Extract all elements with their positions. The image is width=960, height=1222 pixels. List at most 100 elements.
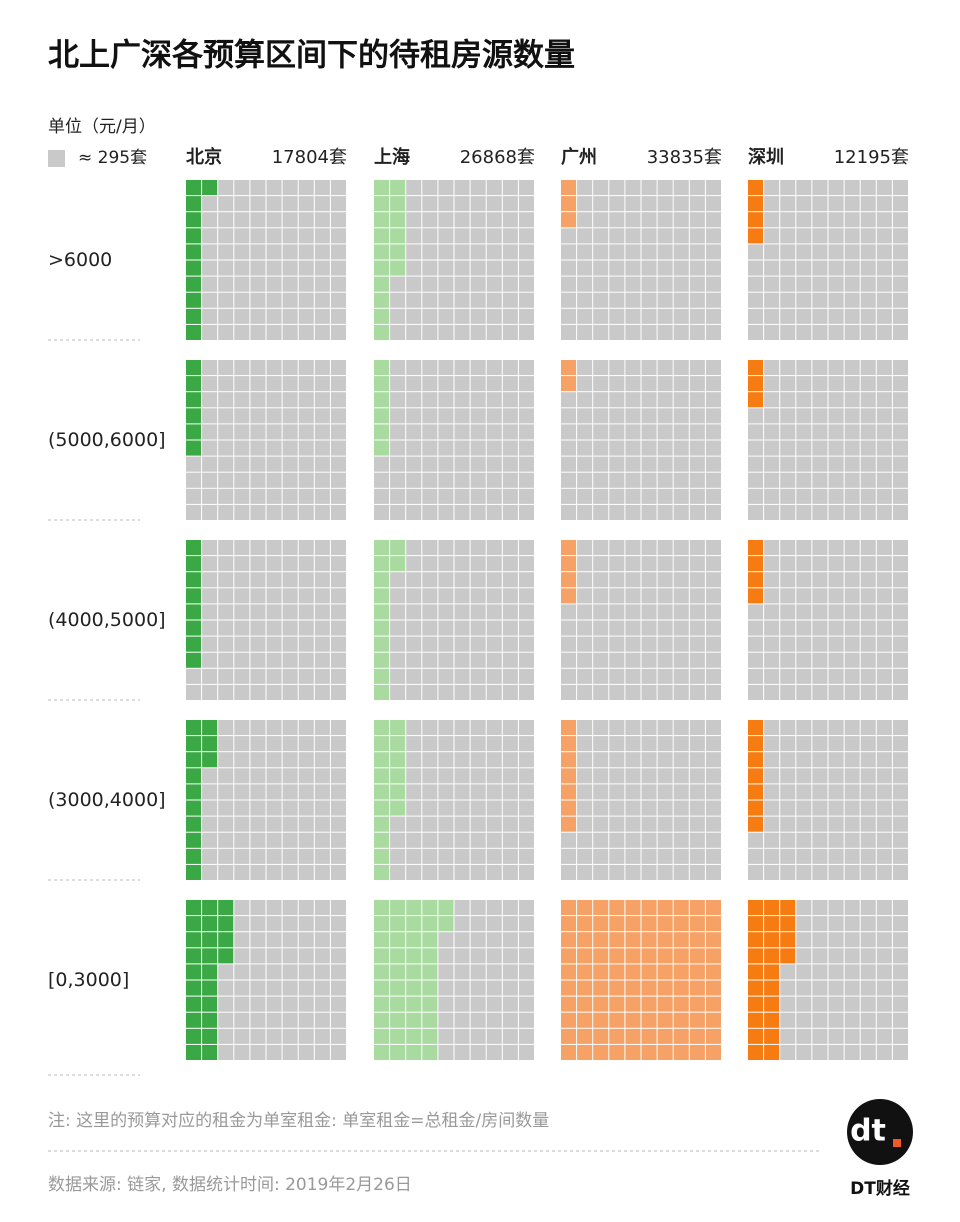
waffle-cell: [673, 196, 689, 212]
waffle-cell: [593, 260, 609, 276]
waffle-cell: [422, 308, 438, 324]
waffle-cell: [780, 1028, 796, 1044]
waffle-cell: [673, 604, 689, 620]
waffle-cell: [250, 244, 266, 260]
waffle-cell: [860, 260, 876, 276]
waffle-cell: [422, 752, 438, 768]
waffle-cell: [502, 996, 518, 1012]
waffle-cell: [390, 244, 406, 260]
waffle-cell: [892, 376, 908, 392]
waffle-cell: [266, 816, 282, 832]
waffle-cell: [641, 228, 657, 244]
waffle-cell: [844, 472, 860, 488]
waffle-cell: [625, 964, 641, 980]
waffle-cell: [406, 864, 422, 880]
waffle-cell: [812, 980, 828, 996]
waffle-cell: [705, 900, 721, 916]
waffle-cell: [625, 948, 641, 964]
waffle-cell: [625, 636, 641, 652]
waffle-cell: [860, 456, 876, 472]
waffle-cell: [748, 276, 764, 292]
waffle-cell: [764, 556, 780, 572]
waffle-cell: [796, 668, 812, 684]
waffle-cell: [438, 668, 454, 684]
waffle-cell: [266, 408, 282, 424]
waffle-cell: [314, 408, 330, 424]
waffle-cell: [876, 720, 892, 736]
waffle-cell: [780, 832, 796, 848]
waffle-cell: [812, 768, 828, 784]
waffle-cell: [748, 980, 764, 996]
waffle-cell: [470, 540, 486, 556]
waffle-cell: [812, 736, 828, 752]
waffle-cell: [625, 784, 641, 800]
waffle-cell: [844, 816, 860, 832]
waffle-cell: [470, 832, 486, 848]
waffle-cell: [689, 588, 705, 604]
waffle-cell: [561, 292, 577, 308]
waffle-cell: [202, 800, 218, 816]
waffle-cell: [641, 948, 657, 964]
waffle-cell: [266, 980, 282, 996]
waffle-cell: [780, 604, 796, 620]
waffle-cell: [593, 324, 609, 340]
waffle-cell: [625, 996, 641, 1012]
waffle-cell: [812, 392, 828, 408]
waffle-cell: [282, 424, 298, 440]
waffle-cell: [250, 752, 266, 768]
waffle-cell: [609, 816, 625, 832]
waffle-cell: [502, 784, 518, 800]
waffle-cell: [486, 668, 502, 684]
waffle-cell: [282, 864, 298, 880]
waffle-cell: [518, 948, 534, 964]
waffle-cell: [860, 900, 876, 916]
waffle-cell: [657, 964, 673, 980]
waffle-cell: [282, 832, 298, 848]
waffle-cell: [186, 360, 202, 376]
waffle-cell: [234, 752, 250, 768]
waffle-cell: [330, 996, 346, 1012]
waffle-cell: [390, 720, 406, 736]
waffle-cell: [282, 752, 298, 768]
waffle-cell: [234, 260, 250, 276]
waffle-cell: [330, 376, 346, 392]
waffle-cell: [374, 800, 390, 816]
series-total: 17804套: [272, 147, 347, 168]
waffle-cell: [470, 996, 486, 1012]
waffle-cell: [764, 292, 780, 308]
waffle-cell: [860, 196, 876, 212]
waffle-cell: [298, 604, 314, 620]
waffle-cell: [689, 604, 705, 620]
waffle-cell: [202, 244, 218, 260]
waffle-cell: [202, 784, 218, 800]
waffle-cell: [577, 360, 593, 376]
waffle-cell: [828, 472, 844, 488]
waffle-cell: [860, 212, 876, 228]
waffle-cell: [796, 260, 812, 276]
waffle-panel: [748, 540, 908, 700]
waffle-cell: [518, 276, 534, 292]
waffle-cell: [502, 864, 518, 880]
waffle-cell: [593, 948, 609, 964]
waffle-cell: [438, 588, 454, 604]
waffle-cell: [330, 784, 346, 800]
waffle-cell: [689, 720, 705, 736]
waffle-cell: [876, 604, 892, 620]
waffle-cell: [422, 800, 438, 816]
waffle-cell: [780, 488, 796, 504]
waffle-cell: [641, 636, 657, 652]
waffle-cell: [593, 1028, 609, 1044]
waffle-cell: [454, 392, 470, 408]
waffle-cell: [250, 916, 266, 932]
waffle-cell: [282, 228, 298, 244]
waffle-cell: [625, 752, 641, 768]
waffle-cell: [390, 932, 406, 948]
waffle-cell: [748, 864, 764, 880]
row-label: [0,3000]: [48, 969, 129, 991]
waffle-cell: [673, 360, 689, 376]
waffle-cell: [438, 556, 454, 572]
waffle-cell: [202, 684, 218, 700]
waffle-cell: [705, 1012, 721, 1028]
waffle-cell: [438, 636, 454, 652]
waffle-cell: [593, 244, 609, 260]
